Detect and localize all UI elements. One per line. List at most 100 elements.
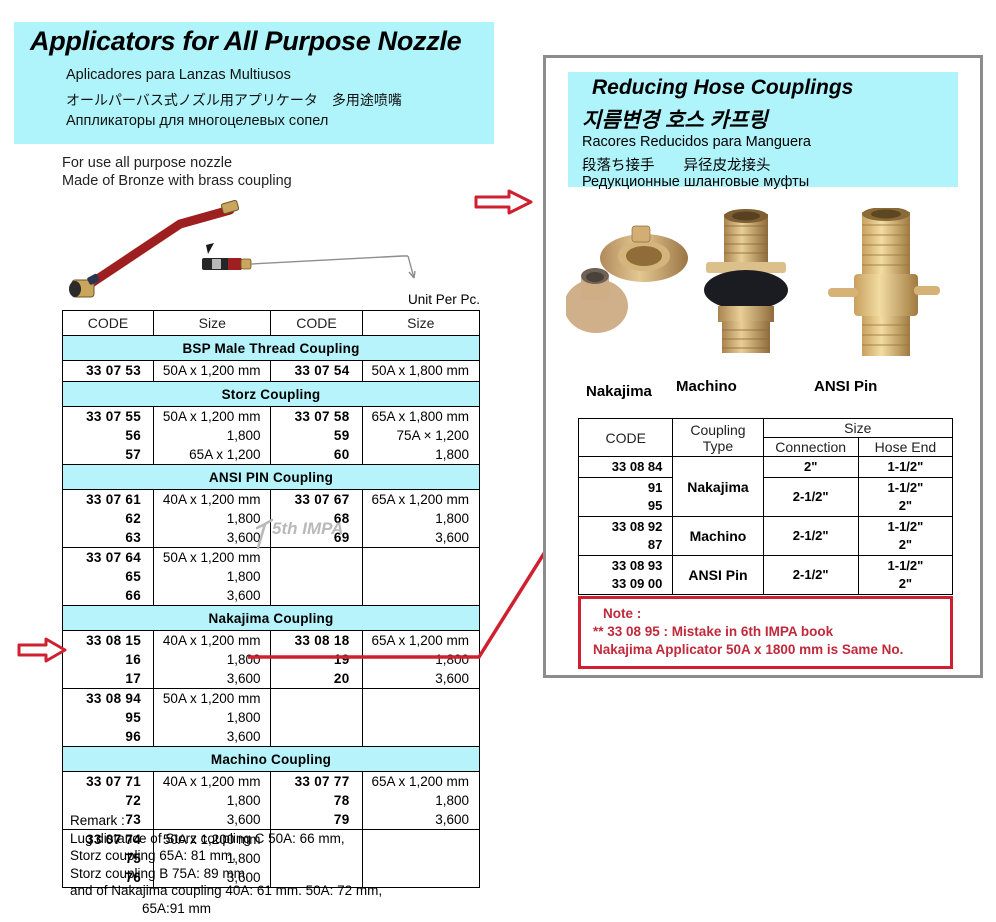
header-code: CODE: [577, 418, 674, 457]
group-row: Machino Coupling: [62, 746, 480, 772]
remark-line-3: Storz coupling B 75A: 89 mm,: [70, 865, 249, 881]
right-highlight-arrow-icon: [473, 189, 535, 215]
reducing-table-body: 33 08 84 Nakajima 2" 1-1/2" 91 95 2-1/2" 1-1/2…: [577, 456, 954, 595]
code-cell: 33 07 74 75 76: [61, 829, 155, 888]
size-cell: [361, 688, 481, 747]
remark-line-2: Storz coupling 65A: 81 mm,: [70, 848, 236, 863]
connection-size-cell: 2-1/2": [762, 516, 859, 556]
group-row: Storz Coupling: [62, 381, 480, 407]
header-code-left: CODE: [61, 310, 155, 336]
right-page-title-korean: 지름변경 호스 카프링: [582, 109, 768, 132]
code-cell: 33 07 61 62 63: [61, 489, 155, 548]
table-row: 33 08 92 87 Machino 2-1/2" 1-1/2" 2": [577, 516, 954, 556]
connection-size-cell: 2": [762, 456, 859, 478]
table-row: 33 07 61 62 63 40A x 1,200 mm 1,800 3,600…: [61, 489, 481, 548]
note-line-2: Nakajima Applicator 50A x 1800 mm is Sam…: [593, 642, 904, 657]
code-cell: [270, 829, 363, 888]
right-title-band: Reducing Hose Couplings 지름변경 호스 카프링 Raco…: [568, 72, 958, 190]
right-subtitle-japanese: 段落ち接手 异径皮龙接头: [582, 158, 771, 174]
code-cell: 33 08 84: [577, 456, 674, 478]
code-cell: 91 95: [577, 477, 674, 517]
code-cell: 33 07 67 68 69: [270, 489, 363, 548]
remark-line-1: Lug distance of Storz coupling C 50A: 66…: [70, 830, 345, 846]
table-row: 33 07 71 72 73 40A x 1,200 mm 1,800 3,600…: [61, 771, 481, 830]
photo-label-machino: Machino: [676, 378, 737, 395]
size-cell: 65A x 1,200 mm 1,800 3,600: [361, 630, 481, 689]
code-cell: 33 07 64 65 66: [61, 547, 155, 606]
size-cell: 65A x 1,200 mm 1,800 3,600: [361, 771, 481, 830]
group-label: ANSI PIN Coupling: [62, 464, 480, 490]
right-subtitle-spanish: Racores Reducidos para Manguera: [582, 134, 811, 150]
coupling-type-cell: Machino: [672, 516, 764, 556]
group-label: Storz Coupling: [62, 381, 480, 407]
header-size: Size: [762, 418, 954, 438]
table-row: 33 07 55 56 57 50A x 1,200 mm 1,800 65A x…: [61, 406, 481, 465]
table-row: 33 07 74 75 76 50A x 1,200 mm 1,800 3,600: [61, 829, 481, 888]
hose-end-size-cell: 1-1/2" 2": [857, 555, 954, 595]
note-title: Note :: [603, 606, 642, 621]
right-page-title: Reducing Hose Couplings: [592, 76, 854, 99]
code-cell: 33 07 53: [61, 360, 155, 382]
left-highlight-arrow-icon: [16, 636, 68, 664]
size-cell: 50A x 1,200 mm 1,800 65A x 1,200: [153, 406, 272, 465]
code-cell: 33 08 94 95 96: [61, 688, 155, 747]
connection-size-cell: 2-1/2": [762, 477, 859, 517]
group-label: Machino Coupling: [62, 746, 480, 772]
size-cell: 50A x 1,200 mm 1,800 3,600: [153, 829, 272, 888]
code-cell: 33 08 93 33 09 00: [577, 555, 674, 595]
code-cell: [270, 688, 363, 747]
table-header-row-sub: Connection Hose End: [579, 437, 954, 457]
applicator-product-photo: [62, 196, 482, 308]
couplings-product-photo: [564, 207, 966, 358]
hose-end-size-cell: 1-1/2" 2": [857, 516, 954, 556]
header-hose-end: Hose End: [857, 437, 954, 457]
reducing-couplings-table: CODE Coupling Type Size Connection Hose …: [577, 418, 954, 595]
table-row: 91 95 2-1/2" 1-1/2" 2": [577, 477, 954, 517]
remark-block: Remark : Lug distance of Storz coupling …: [70, 812, 382, 917]
header-size-right: Size: [361, 310, 481, 336]
header-connection: Connection: [762, 437, 859, 457]
size-cell: 50A x 1,200 mm 1,800 3,600: [153, 688, 272, 747]
code-cell: 33 07 58 59 60: [270, 406, 363, 465]
coupling-type-cell: Nakajima: [672, 456, 764, 517]
left-title-band: Applicators for All Purpose Nozzle Aplic…: [14, 22, 494, 144]
group-label: BSP Male Thread Coupling: [62, 335, 480, 361]
couplings-illustration: [564, 207, 940, 356]
usage-line-2: Made of Bronze with brass coupling: [62, 173, 292, 189]
group-row: Nakajima Coupling: [62, 605, 480, 631]
size-cell: 50A x 1,200 mm: [153, 360, 272, 382]
connection-size-cell: 2-1/2": [762, 555, 859, 595]
left-subtitle-spanish: Aplicadores para Lanzas Multiusos: [66, 67, 291, 83]
code-cell: 33 07 54: [270, 360, 363, 382]
header-size-left: Size: [153, 310, 272, 336]
code-cell: 33 07 77 78 79: [270, 771, 363, 830]
usage-line-1: For use all purpose nozzle: [62, 155, 233, 171]
code-cell: 33 08 92 87: [577, 516, 674, 556]
table-row: 33 08 84 Nakajima 2" 1-1/2": [577, 456, 954, 517]
left-subtitle-russian: Аппликаторы для многоцелевых сопел: [66, 113, 329, 129]
left-panel-applicators: Applicators for All Purpose Nozzle Aplic…: [14, 22, 494, 917]
remark-line-5: 65A:91 mm: [142, 900, 212, 916]
right-panel-reducing-couplings: Reducing Hose Couplings 지름변경 호스 카프링 Raco…: [474, 55, 983, 678]
size-cell: 40A x 1,200 mm 1,800 3,600: [153, 771, 272, 830]
code-cell: 33 08 18 19 20: [270, 630, 363, 689]
size-cell: [361, 547, 481, 606]
applicators-table-body: BSP Male Thread Coupling 33 07 53 50A x 1,…: [61, 335, 481, 888]
table-row: 33 07 64 65 66 50A x 1,200 mm 1,800 3,600: [61, 547, 481, 606]
group-label: Nakajima Coupling: [62, 605, 480, 631]
unit-per-piece-note: Unit Per Pc.: [407, 292, 480, 307]
hose-end-size-cell: 1-1/2" 2": [857, 477, 954, 517]
table-row: 33 08 94 95 96 50A x 1,200 mm 1,800 3,600: [61, 688, 481, 747]
remark-title: Remark :: [70, 813, 125, 828]
size-cell: 65A x 1,200 mm 1,800 3,600: [361, 489, 481, 548]
table-header-row: CODE Size CODE Size: [61, 310, 481, 336]
header-code-right: CODE: [270, 310, 363, 336]
size-cell: 65A x 1,800 mm 75A × 1,200 1,800: [361, 406, 481, 465]
size-cell: [361, 829, 481, 888]
group-row: ANSI PIN Coupling: [62, 464, 480, 490]
note-box: Note : ** 33 08 95 : Mistake in 6th IMPA…: [578, 596, 953, 669]
coupling-type-cell: ANSI Pin: [672, 555, 764, 595]
size-cell: 50A x 1,800 mm: [361, 360, 481, 382]
photo-label-nakajima: Nakajima: [586, 383, 652, 400]
